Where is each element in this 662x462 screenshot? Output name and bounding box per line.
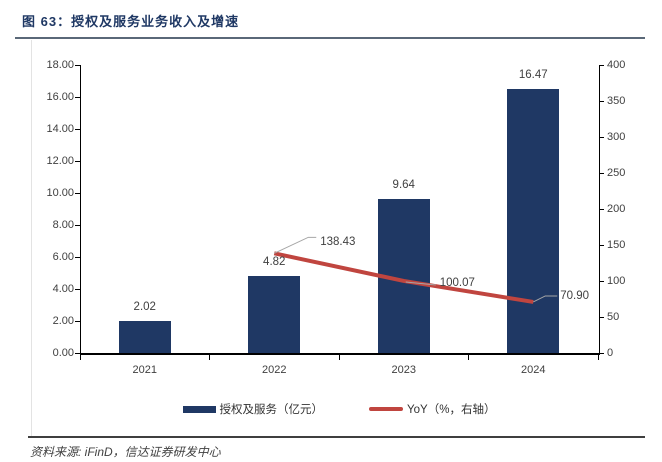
x-axis-label: 2022 — [262, 364, 287, 376]
bar-value-label: 4.82 — [263, 255, 286, 268]
y-axis-label-left: 10.00 — [46, 187, 74, 199]
axis-tick-right — [599, 244, 604, 246]
axis-tick-left — [75, 96, 80, 98]
bar — [377, 198, 430, 353]
y-axis-label-right: 150 — [607, 239, 626, 251]
cell-border-line — [31, 40, 32, 436]
axis-tick-bottom — [597, 355, 599, 360]
legend-item-line: YoY（%，右轴） — [369, 401, 495, 417]
y-axis-label-left: 0.00 — [52, 347, 74, 359]
y-axis-label-right: 400 — [607, 59, 626, 71]
bar-value-label: 2.02 — [133, 300, 156, 313]
axis-tick-right — [599, 64, 604, 66]
axis-tick-right — [599, 136, 604, 138]
x-axis-label: 2021 — [132, 364, 157, 376]
axis-tick-left — [75, 128, 80, 130]
y-axis-label-right: 200 — [607, 203, 626, 215]
figure-title: 图 63：授权及服务业务收入及增速 — [22, 14, 240, 29]
axis-tick-left — [75, 352, 80, 354]
axis-tick-right — [599, 172, 604, 174]
axis-tick-left — [75, 288, 80, 290]
x-axis-label: 2023 — [391, 364, 416, 376]
bar — [118, 320, 171, 353]
axis-tick-right — [599, 352, 604, 354]
bar-legend-label: 授权及服务（亿元） — [219, 404, 324, 416]
y-axis-label-left: 16.00 — [46, 91, 74, 103]
axis-tick-right — [599, 316, 604, 318]
title-divider — [15, 37, 645, 39]
axis-tick-left — [75, 320, 80, 322]
bar-legend-swatch — [182, 405, 216, 413]
y-axis-label-left: 8.00 — [52, 219, 74, 231]
source-note: 资料来源: iFinD，信达证券研发中心 — [30, 445, 221, 459]
axis-tick-left — [75, 256, 80, 258]
axis-tick-right — [599, 280, 604, 282]
axis-tick-left — [75, 64, 80, 66]
y-axis-label-left: 6.00 — [52, 251, 74, 263]
line-value-label: 100.07 — [439, 276, 475, 289]
line-legend-swatch — [369, 407, 404, 411]
footer-divider — [28, 436, 645, 438]
axis-tick-right — [599, 208, 604, 210]
y-axis-label-right: 300 — [607, 131, 626, 143]
y-axis-label-right: 350 — [607, 95, 626, 107]
legend-item-bar: 授权及服务（亿元） — [182, 401, 324, 417]
y-axis-label-left: 18.00 — [46, 59, 74, 71]
y-axis-label-left: 14.00 — [46, 123, 74, 135]
bar-value-label: 16.47 — [518, 69, 548, 82]
y-axis-label-left: 12.00 — [46, 155, 74, 167]
y-axis-label-right: 0 — [607, 347, 614, 359]
y-axis-label-right: 50 — [607, 311, 620, 323]
y-axis-label-left: 4.00 — [52, 283, 74, 295]
axis-tick-right — [599, 100, 604, 102]
bar — [248, 275, 301, 353]
x-axis-label: 2024 — [521, 364, 546, 376]
axis-tick-left — [75, 160, 80, 162]
line-value-label: 70.90 — [560, 289, 590, 302]
bar — [507, 89, 560, 353]
bar-value-label: 9.64 — [392, 178, 415, 191]
y-axis-label-left: 2.00 — [52, 315, 74, 327]
axis-tick-bottom — [209, 355, 210, 360]
line-legend-label: YoY（%，右轴） — [407, 404, 496, 416]
plot-area — [80, 65, 600, 355]
axis-tick-left — [75, 224, 80, 226]
axis-tick-left — [75, 192, 80, 194]
axis-tick-bottom — [468, 355, 469, 360]
axis-tick-bottom — [79, 355, 81, 360]
y-axis-label-right: 100 — [607, 275, 626, 287]
axis-tick-bottom — [338, 355, 340, 360]
y-axis-label-right: 250 — [607, 167, 626, 179]
line-value-label: 138.43 — [320, 236, 356, 249]
legend: 授权及服务（亿元） YoY（%，右轴） — [80, 399, 598, 419]
